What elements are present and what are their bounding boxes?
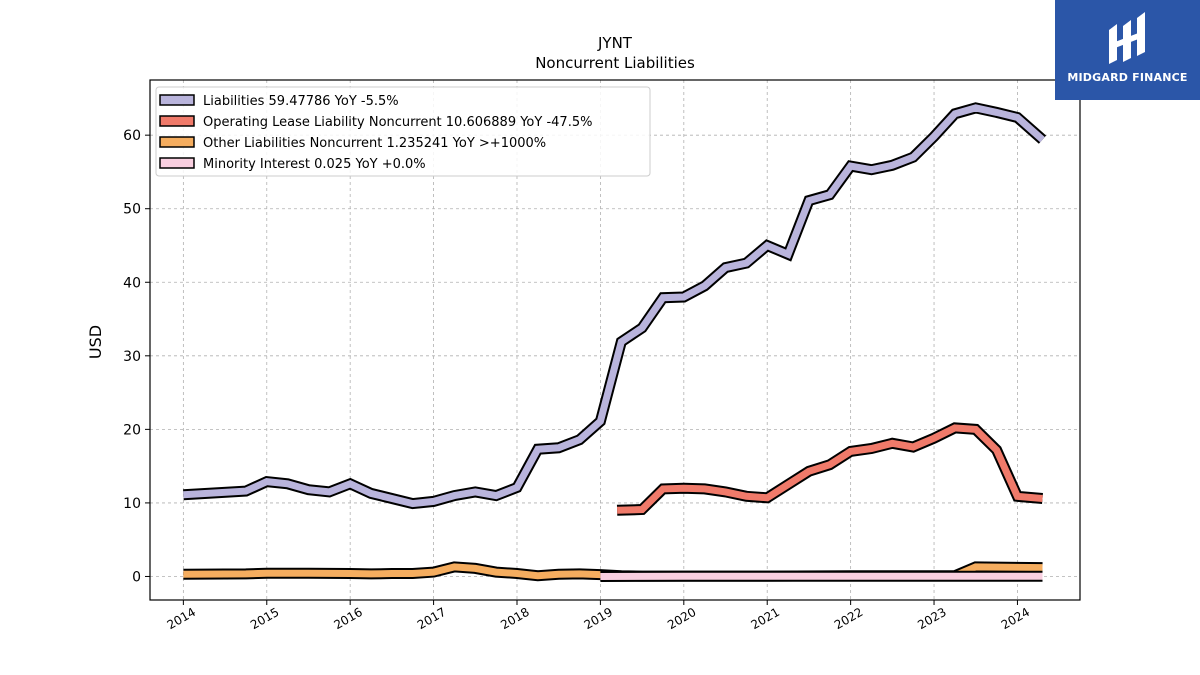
series-0 [183, 102, 1047, 510]
logo-mark-icon [1109, 12, 1145, 64]
x-tick-label: 2014 [165, 605, 198, 632]
legend-label: Minority Interest 0.025 YoY +0.0% [203, 157, 426, 172]
series-1 [616, 422, 1043, 516]
x-tick-label: 2017 [415, 605, 448, 632]
legend-label: Other Liabilities Noncurrent 1.235241 Yo… [203, 136, 546, 151]
y-tick-label: 10 [123, 496, 141, 512]
y-tick-label: 0 [132, 569, 141, 585]
y-tick-label: 20 [123, 422, 141, 438]
legend-swatch [159, 94, 195, 106]
x-tick-label: 2022 [832, 605, 865, 632]
x-tick-label: 2020 [665, 605, 698, 632]
x-tick-label: 2023 [915, 605, 948, 632]
series-line [616, 424, 1043, 514]
legend: Liabilities 59.47786 YoY -5.5% Operating … [155, 86, 651, 177]
x-tick-label: 2015 [248, 605, 281, 632]
legend-swatch [159, 136, 195, 148]
chart-subtitle: Noncurrent Liabilities [535, 54, 695, 72]
legend-swatch [159, 157, 195, 169]
brand-logo: MIDGARD FINANCE [1055, 0, 1200, 100]
y-tick-label: 60 [123, 128, 141, 144]
y-tick-label: 50 [123, 202, 141, 218]
plot-frame [149, 79, 1081, 601]
y-tick-label: 40 [123, 275, 141, 291]
chart-title: JYNT [597, 34, 633, 52]
x-tick-label: 2018 [498, 605, 531, 632]
logo-text: MIDGARD FINANCE [1067, 71, 1188, 84]
legend-swatch [159, 115, 195, 127]
x-tick-label: 2021 [748, 605, 781, 632]
series-layer [183, 102, 1047, 582]
x-tick-label: 2016 [331, 605, 364, 632]
y-axis-label: USD [86, 325, 105, 359]
legend-box [155, 86, 651, 177]
x-tick-label: 2019 [582, 605, 615, 632]
series-line-outline [616, 422, 1043, 516]
x-tick-label: 2024 [999, 605, 1032, 632]
axes: 2014 2015 2016 2017 2018 2019 2020 2021 2022 2023… [123, 128, 1032, 632]
legend-label: Operating Lease Liability Noncurrent 10.… [203, 115, 592, 130]
legend-label: Liabilities 59.47786 YoY -5.5% [203, 94, 399, 109]
y-tick-label: 30 [123, 349, 141, 365]
series-line [183, 104, 1045, 508]
